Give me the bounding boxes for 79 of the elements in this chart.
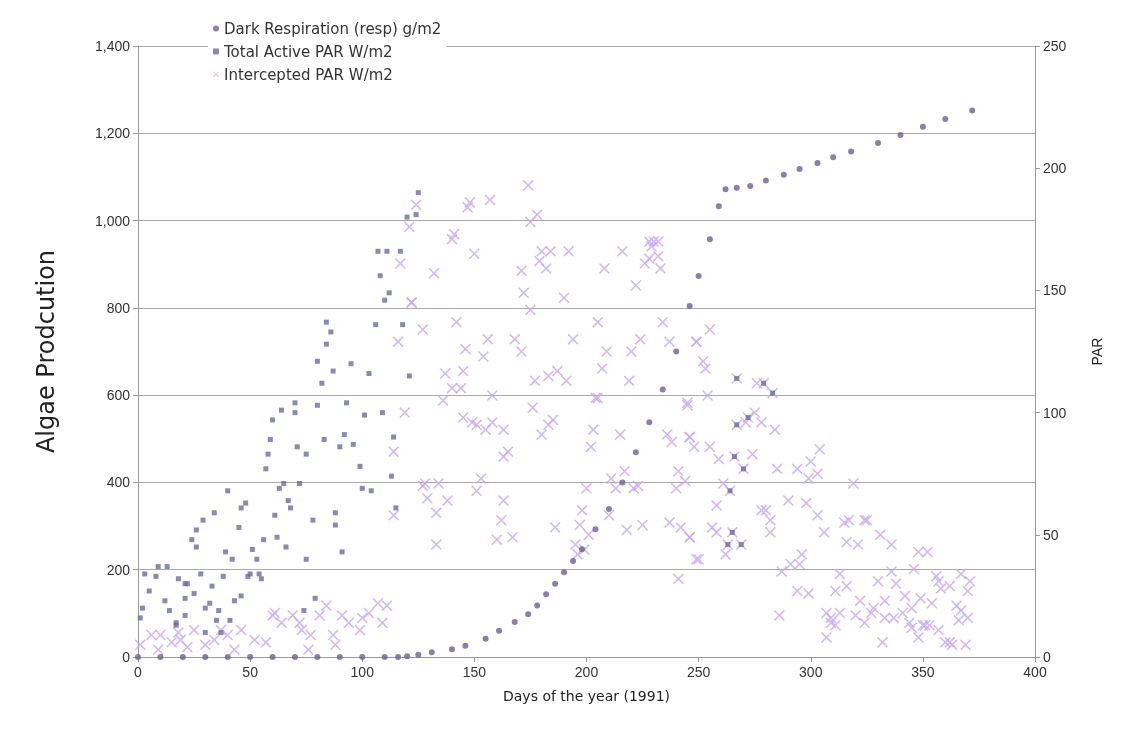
y2-tick-label: 100 [1043, 404, 1067, 421]
point [291, 654, 298, 660]
legend-label: Total Active PAR W/m2 [223, 42, 393, 61]
point [448, 646, 455, 653]
point [942, 115, 949, 122]
point [619, 479, 626, 486]
y2-tick-label: 0 [1043, 649, 1051, 665]
point [706, 236, 713, 243]
x-tick-label: 150 [462, 664, 487, 680]
point [715, 203, 722, 210]
x-tick-label: 200 [574, 664, 599, 680]
point [543, 591, 550, 598]
x-tick-label: 100 [350, 664, 375, 680]
point [897, 132, 904, 139]
x-tick-label: 350 [911, 664, 935, 680]
legend-label: Dark Respiration (resp) g/m2 [224, 19, 442, 38]
point [179, 654, 186, 660]
point [762, 177, 769, 184]
x-tick-label: 400 [1023, 664, 1047, 680]
point [659, 386, 666, 393]
x-axis-title: Days of the year (1991) [503, 688, 670, 704]
point [561, 569, 568, 576]
x-tick-label: 250 [686, 664, 711, 680]
point [875, 139, 882, 146]
point [848, 148, 855, 155]
point [534, 602, 541, 609]
point [722, 186, 729, 193]
point [552, 580, 559, 587]
point [830, 154, 837, 161]
point [632, 449, 639, 456]
point [695, 273, 702, 279]
point [395, 654, 402, 660]
point [605, 506, 612, 513]
point [482, 635, 489, 642]
point [780, 171, 787, 178]
y2-tick-label: 50 [1043, 526, 1059, 543]
point [525, 611, 532, 618]
y-axis-title: Algae Prodcution [32, 249, 60, 454]
point [796, 166, 803, 173]
y2-tick-label: 150 [1043, 282, 1067, 299]
point [496, 627, 503, 634]
y-tick-label: 0 [122, 649, 131, 665]
y2-tick-label: 200 [1043, 160, 1067, 177]
point [336, 654, 343, 660]
point [415, 651, 422, 658]
point [814, 159, 821, 166]
point [157, 654, 164, 660]
y-tick-label: 800 [106, 299, 131, 316]
point [969, 107, 976, 114]
point [646, 419, 653, 426]
y2-axis-title: PAR [1089, 337, 1105, 366]
y-tick-label: 1,400 [94, 38, 131, 54]
point [404, 653, 411, 660]
point [570, 557, 577, 564]
point [733, 184, 740, 191]
legend-label: Intercepted PAR W/m2 [224, 65, 393, 84]
point [202, 654, 209, 660]
point [919, 123, 926, 130]
point [673, 348, 680, 355]
point [592, 526, 599, 533]
y-tick-label: 400 [106, 474, 131, 491]
point [462, 642, 469, 649]
point [579, 546, 586, 553]
point [428, 649, 435, 656]
point [269, 654, 276, 660]
point [381, 654, 388, 660]
point [224, 654, 231, 660]
x-tick-label: 50 [242, 664, 259, 680]
y2-tick-label: 250 [1043, 38, 1067, 54]
point [747, 183, 754, 190]
point [314, 654, 321, 660]
y-tick-label: 1,000 [94, 212, 131, 229]
point [686, 303, 693, 310]
y-tick-label: 600 [106, 387, 131, 404]
x-tick-label: 0 [134, 664, 143, 680]
y-tick-label: 1,200 [94, 125, 131, 142]
point [511, 619, 518, 626]
y-tick-label: 200 [106, 561, 131, 578]
x-tick-label: 300 [799, 664, 823, 680]
